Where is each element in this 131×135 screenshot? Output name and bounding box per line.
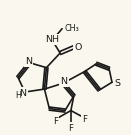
Text: F: F: [53, 117, 58, 126]
Text: CH₃: CH₃: [64, 24, 79, 33]
Text: F: F: [68, 124, 73, 133]
Text: F: F: [82, 115, 87, 124]
Text: N: N: [25, 57, 32, 66]
Text: O: O: [74, 43, 81, 52]
Text: N: N: [61, 77, 68, 86]
Text: S: S: [114, 79, 120, 88]
Text: N: N: [19, 89, 26, 97]
Text: H: H: [15, 91, 21, 100]
Text: NH: NH: [45, 35, 59, 44]
